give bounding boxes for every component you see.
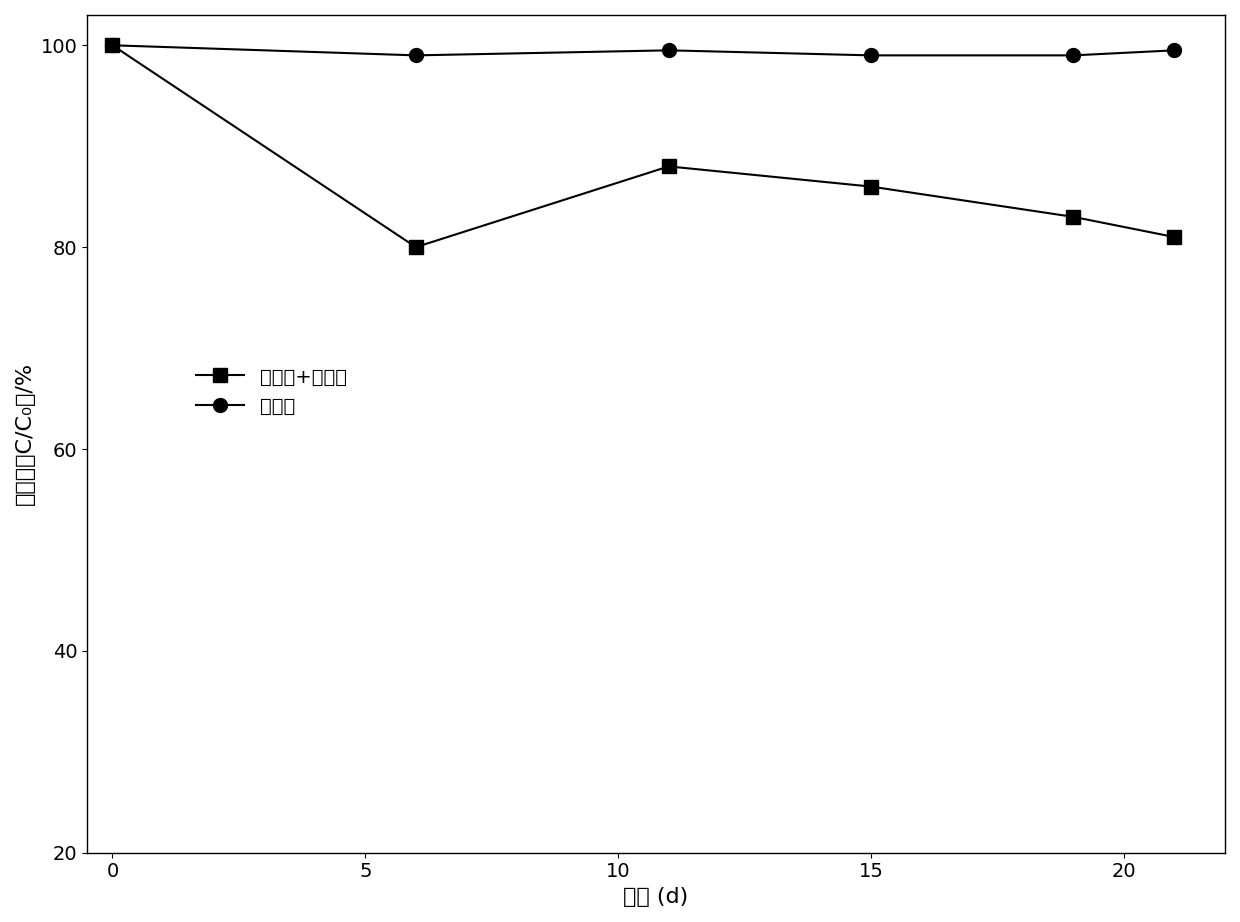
六价铬 [1167,45,1182,56]
有机质+六价铬 [1066,211,1081,222]
有机质+六价铬 [1167,231,1182,242]
六价铬 [661,45,676,56]
X-axis label: 时间 (d): 时间 (d) [624,887,688,907]
六价铬 [1066,50,1081,61]
有机质+六价铬 [863,181,878,192]
六价铬 [863,50,878,61]
Line: 六价铬: 六价铬 [105,39,1182,63]
Line: 有机质+六价铬: 有机质+六价铬 [105,39,1182,254]
六价铬 [105,40,120,51]
Legend: 有机质+六价铬, 六价铬: 有机质+六价铬, 六价铬 [188,360,355,424]
有机质+六价铬 [105,40,120,51]
Y-axis label: 剩余率（C/C₀）/%: 剩余率（C/C₀）/% [15,362,35,505]
有机质+六价铬 [661,160,676,171]
六价铬 [408,50,423,61]
有机质+六价铬 [408,242,423,253]
